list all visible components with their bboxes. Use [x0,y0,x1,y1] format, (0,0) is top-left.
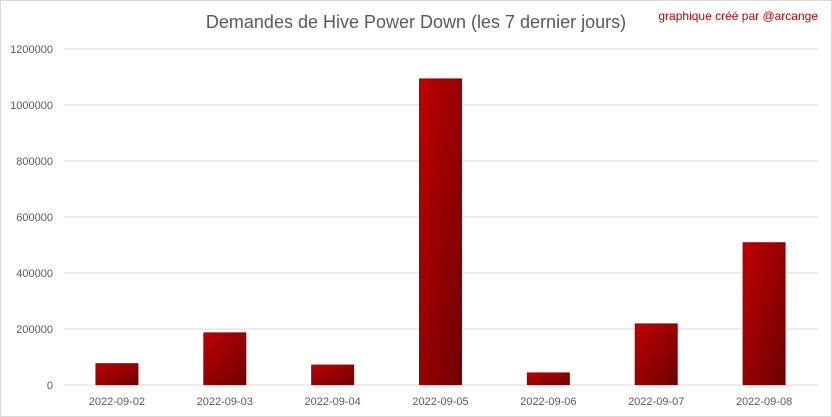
bars [95,78,786,386]
y-tick-label: 1200000 [10,44,53,56]
bar [311,364,355,385]
y-tick-label: 600000 [16,212,53,224]
y-axis-ticks: 0 200000 400000 600000 800000 1000000 1200000 [10,44,53,392]
bar [634,323,678,385]
bar [203,332,247,385]
x-tick-label: 2022-09-04 [305,396,361,408]
y-tick-label: 400000 [16,268,53,280]
x-tick-label: 2022-09-03 [197,396,253,408]
bar [526,372,570,385]
x-tick-label: 2022-09-05 [412,396,468,408]
bar [742,242,786,385]
x-tick-label: 2022-09-08 [736,396,792,408]
y-tick-label: 1000000 [10,100,53,112]
y-tick-label: 800000 [16,156,53,168]
chart-title: Demandes de Hive Power Down (les 7 derni… [205,12,627,32]
bar [419,78,462,386]
x-tick-label: 2022-09-02 [89,396,145,408]
chart-credit: graphique créé par @arcange [658,9,818,23]
y-tick-label: 200000 [16,324,53,336]
x-tick-label: 2022-09-07 [628,396,684,408]
bar [95,363,139,385]
x-tick-label: 2022-09-06 [520,396,576,408]
y-tick-label: 0 [47,380,53,392]
x-axis-ticks: 2022-09-02 2022-09-03 2022-09-04 2022-09-05… [89,396,792,408]
